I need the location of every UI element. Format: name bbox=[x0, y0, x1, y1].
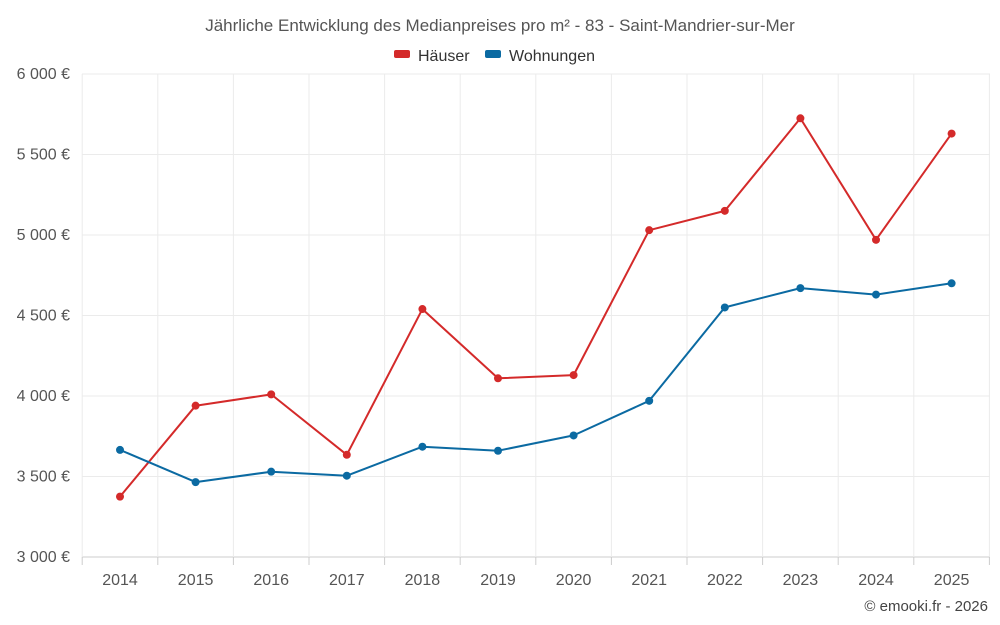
axes: 3 000 € 3 500 € 4 000 € 4 500 € 5 000 € 5 500… bbox=[17, 66, 990, 589]
x-tick-label: 2025 bbox=[934, 572, 970, 589]
y-tick-label: 5 500 € bbox=[17, 147, 70, 164]
data-point bbox=[418, 442, 427, 451]
x-tick-label: 2014 bbox=[102, 572, 138, 589]
legend-label: Wohnungen bbox=[509, 48, 595, 65]
data-point bbox=[796, 114, 805, 123]
data-point bbox=[720, 303, 729, 312]
series-layer bbox=[116, 114, 956, 501]
x-tick-label: 2020 bbox=[556, 572, 592, 589]
credit-text: © emooki.fr - 2026 bbox=[864, 598, 988, 615]
series-line-wohnungen bbox=[119, 282, 952, 484]
legend-swatch bbox=[394, 50, 410, 58]
data-point bbox=[872, 290, 880, 299]
y-tick-label: 4 500 € bbox=[17, 308, 70, 325]
series-line-haeuser bbox=[119, 117, 953, 498]
data-point bbox=[494, 446, 502, 455]
data-point bbox=[494, 374, 502, 383]
legend: Häuser Wohnungen bbox=[394, 48, 595, 65]
y-tick-label: 3 000 € bbox=[17, 549, 70, 566]
data-point bbox=[116, 445, 124, 454]
data-point bbox=[872, 235, 880, 244]
data-point bbox=[342, 471, 351, 480]
data-point bbox=[947, 279, 956, 288]
x-tick-label: 2023 bbox=[783, 572, 819, 589]
y-tick-label: 5 000 € bbox=[17, 227, 70, 244]
data-point bbox=[720, 206, 729, 215]
data-point bbox=[418, 305, 427, 314]
data-point bbox=[342, 450, 351, 459]
data-point bbox=[267, 390, 276, 399]
data-point bbox=[796, 284, 805, 293]
x-tick-label: 2016 bbox=[253, 572, 289, 589]
data-point bbox=[191, 478, 200, 487]
data-point bbox=[645, 396, 654, 405]
data-point bbox=[645, 226, 654, 235]
y-tick-label: 3 500 € bbox=[17, 469, 70, 486]
data-point bbox=[569, 431, 578, 440]
chart-title: Jährliche Entwicklung des Medianpreises … bbox=[205, 16, 795, 35]
data-point bbox=[569, 371, 578, 380]
x-tick-label: 2021 bbox=[631, 572, 667, 589]
legend-label: Häuser bbox=[418, 48, 470, 65]
legend-swatch bbox=[485, 50, 501, 58]
data-point bbox=[116, 492, 124, 501]
data-point bbox=[947, 129, 956, 138]
data-point bbox=[267, 467, 276, 476]
x-tick-label: 2019 bbox=[480, 572, 516, 589]
data-point bbox=[191, 401, 200, 410]
y-tick-label: 6 000 € bbox=[17, 66, 70, 83]
x-tick-label: 2017 bbox=[329, 572, 365, 589]
x-tick-label: 2018 bbox=[405, 572, 441, 589]
x-tick-label: 2024 bbox=[858, 572, 894, 589]
x-tick-label: 2015 bbox=[178, 572, 214, 589]
x-tick-label: 2022 bbox=[707, 572, 743, 589]
y-tick-label: 4 000 € bbox=[17, 388, 70, 405]
grid bbox=[81, 73, 990, 558]
